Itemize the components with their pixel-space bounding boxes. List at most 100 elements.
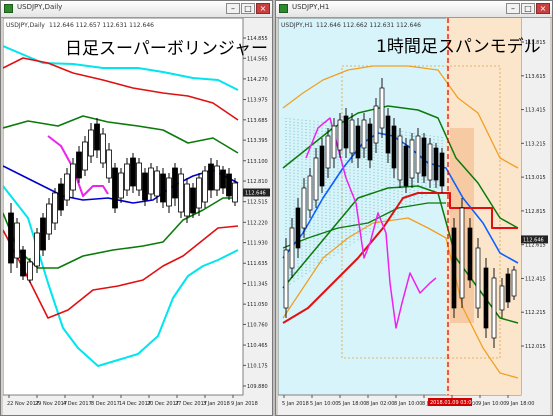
maximize-icon[interactable]: □ <box>241 3 255 14</box>
daily-candle-body <box>208 163 214 191</box>
h1-price-label: 113.215 <box>525 141 546 147</box>
daily-candle-body <box>64 173 70 201</box>
h1-candle-body <box>397 135 403 181</box>
daily-candle-body <box>112 167 118 209</box>
daily-date-label: 22 Nov 2017 <box>7 401 39 407</box>
h1-candle-body <box>433 147 439 181</box>
daily-price-label: 111.635 <box>247 261 268 267</box>
h1-dotted-box <box>341 65 501 359</box>
daily-candle-body <box>20 249 26 277</box>
daily-price-label: 114.270 <box>247 77 268 83</box>
h1-red-span <box>282 192 518 324</box>
h1-upper-green-band <box>282 105 519 229</box>
daily-price-label: 113.395 <box>247 138 268 144</box>
daily-candle-body <box>220 169 226 189</box>
daily-price-label: 112.810 <box>247 179 268 185</box>
daily-date-label: 29 Nov 2017 <box>35 401 67 407</box>
h1-price-label: 112.215 <box>525 310 546 316</box>
h1-quote: 112.646 112.662 112.631 112.646 <box>316 22 421 29</box>
h1-price-label: 112.615 <box>525 243 546 249</box>
h1-overlay-title: 1時間足スパンモデル <box>376 36 541 57</box>
h1-candle-body <box>421 137 427 177</box>
h1-candle-body <box>313 157 319 201</box>
daily-candle-body <box>82 141 88 171</box>
h1-price-label: 113.815 <box>525 40 546 46</box>
daily-symbol-label: USDJPY,Daily <box>6 22 45 29</box>
h1-span-b-line <box>282 202 446 249</box>
h1-chart-canvas[interactable]: USDJPY,H1 112.646 112.662 112.631 112.646… <box>278 18 550 415</box>
h1-candle-body <box>409 139 415 179</box>
daily-window-title: USDJPY,Daily <box>17 3 63 11</box>
minimize-icon[interactable]: – <box>226 3 240 14</box>
daily-candle-body <box>40 217 46 251</box>
h1-candle-body <box>319 145 325 187</box>
daily-price-label: 111.345 <box>247 282 268 288</box>
h1-candle-body <box>475 247 481 309</box>
daily-candle-body <box>148 167 154 195</box>
minimize-icon[interactable]: – <box>506 3 520 14</box>
daily-candle-body <box>232 182 238 203</box>
daily-date-label: 8 Dec 2017 <box>91 401 120 407</box>
maximize-icon[interactable]: □ <box>521 3 535 14</box>
daily-date-label: 4 Dec 2017 <box>63 401 92 407</box>
daily-candle-body <box>46 203 52 235</box>
daily-candle-body <box>106 149 112 179</box>
daily-date-label: 9 Jan 2018 <box>231 401 258 407</box>
daily-price-label: 111.050 <box>247 302 268 308</box>
h1-candle-body <box>491 277 497 339</box>
h1-candle-body <box>325 135 331 169</box>
daily-lower-3sigma-line <box>3 185 239 367</box>
daily-upper-2sigma-line <box>3 57 239 121</box>
h1-date-label: 5 Jan 18:00 <box>338 401 366 407</box>
h1-candle-body <box>295 207 301 249</box>
h1-chart-titlebar[interactable]: USDJPY,H1 – □ × <box>276 1 552 18</box>
daily-candle-body <box>76 151 82 179</box>
daily-date-label: 27 Dec 2017 <box>175 401 207 407</box>
daily-price-label: 114.855 <box>247 36 268 42</box>
daily-candle-body <box>154 170 160 197</box>
daily-candle-body <box>8 212 14 264</box>
daily-date-label: 3 Jan 2018 <box>203 401 230 407</box>
daily-current-price-tag <box>243 188 270 197</box>
h1-date-label: 8 Jan 10:00 <box>394 401 422 407</box>
h1-price-label: 113.015 <box>525 175 546 181</box>
h1-price-label: 113.615 <box>525 74 546 80</box>
close-icon[interactable]: × <box>536 3 550 14</box>
daily-price-label: 112.220 <box>247 220 268 226</box>
h1-current-price-tag <box>521 235 548 244</box>
daily-lower-2sigma-line <box>3 225 239 319</box>
daily-price-label: 111.930 <box>247 241 268 247</box>
daily-candle-body <box>58 183 64 211</box>
daily-candle-body <box>27 261 33 281</box>
daily-chart-titlebar[interactable]: USDJPY,Daily – □ × <box>1 1 272 18</box>
h1-price-label: 113.415 <box>525 108 546 114</box>
daily-price-label: 113.685 <box>247 118 268 124</box>
h1-upper-outer-band <box>282 65 519 169</box>
h1-candle-body <box>505 273 511 303</box>
daily-candle-body <box>130 157 136 187</box>
daily-chart-window[interactable]: USDJPY,Daily – □ × USDJPY,Daily 112.646 1… <box>0 0 273 416</box>
daily-candle-body <box>100 133 106 164</box>
h1-lower-outer-band <box>282 217 519 379</box>
daily-price-label: 110.175 <box>247 363 268 369</box>
close-icon[interactable]: × <box>256 3 270 14</box>
h1-chart-window[interactable]: USDJPY,H1 – □ × USDJPY,H1 112.646 112.662… <box>275 0 553 416</box>
h1-candle-body <box>373 105 379 144</box>
daily-candle-body <box>226 173 232 197</box>
daily-chart-canvas[interactable]: USDJPY,Daily 112.646 112.657 112.631 112.… <box>3 18 272 415</box>
daily-candle-body <box>136 162 142 191</box>
daily-price-label: 110.465 <box>247 343 268 349</box>
h1-candle-body <box>331 125 337 159</box>
h1-candle-body <box>343 115 349 149</box>
daily-candle-body <box>124 163 130 191</box>
daily-price-label: 109.880 <box>247 384 268 390</box>
daily-current-price-label: 112.646 <box>245 191 266 197</box>
h1-candle-body <box>337 119 343 151</box>
h1-window-title: USDJPY,H1 <box>292 3 330 11</box>
daily-price-label: 113.100 <box>247 159 268 165</box>
h1-candle-body <box>367 123 373 161</box>
h1-candle-body <box>349 119 355 154</box>
daily-price-label: 110.760 <box>247 322 268 328</box>
h1-candle-body <box>385 115 391 154</box>
h1-price-label: 112.815 <box>525 209 546 215</box>
